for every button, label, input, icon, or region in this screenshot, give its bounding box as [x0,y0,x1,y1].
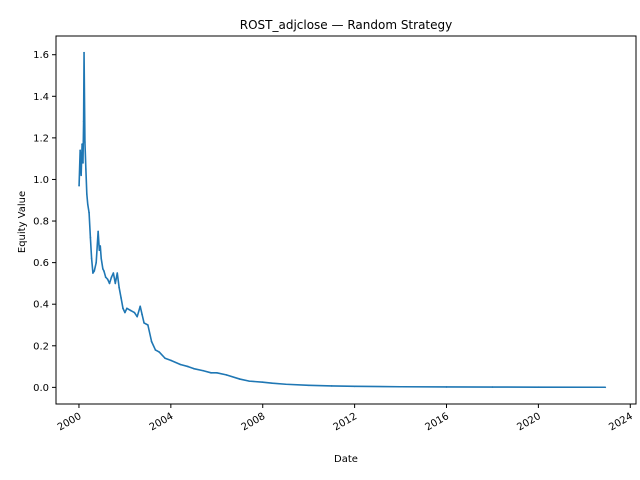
equity-point [170,359,172,362]
equity-point [330,385,333,387]
equity-point [82,120,85,123]
equity-point [202,369,205,372]
y-tick-label: 0.6 [33,258,49,269]
equity-point [133,311,136,314]
equity-point [81,143,83,145]
equity-point [120,297,122,299]
equity-point [604,386,607,389]
equity-point [187,365,189,368]
axes-frame [55,35,637,405]
equity-point [93,270,96,272]
equity-point [141,313,143,316]
equity-point [112,272,115,274]
equity-point [399,385,402,388]
equity-point [86,193,88,195]
equity-point [143,322,145,324]
y-tick-label: 1.6 [33,50,49,61]
equity-point [97,230,99,233]
equity-point [193,367,195,370]
equity-point [179,363,182,366]
equity-point [126,307,128,310]
y-tick-label: 1.4 [33,92,49,103]
equity-point [80,174,82,177]
equity-point [154,349,157,351]
equity-point [122,307,124,310]
x-axis-label: Date [334,454,358,465]
equity-point [129,309,132,312]
equity-point [79,149,81,152]
y-tick-label: 1.2 [33,133,49,144]
equity-point [88,211,90,214]
equity-point [103,270,105,272]
equity-point [124,311,126,314]
equity-point [307,384,310,387]
equity-point [158,351,161,353]
equity-point [271,382,274,385]
equity-point [89,236,92,239]
equity-point [216,372,218,374]
equity-point [102,268,104,270]
equity-point [225,374,228,376]
equity-point [210,372,212,374]
y-tick-label: 1.0 [33,175,49,186]
equity-point [114,282,117,285]
equity-point [136,315,138,318]
y-tick-label: 0.4 [33,300,49,311]
equity-point [90,257,93,260]
equity-point [537,386,540,388]
equity-point [106,278,109,281]
equity-point [99,245,102,247]
equity-point [78,184,80,187]
y-axis-label: Equity Value [17,191,28,253]
equity-point [83,51,85,54]
equity-point [86,203,89,206]
equity-point [248,380,251,382]
equity-point [261,381,264,383]
equity-point [139,305,142,308]
equity-point [82,162,84,164]
equity-point [98,249,101,251]
equity-point [108,282,111,285]
equity-point [116,272,119,274]
equity-point [95,261,97,264]
equity-point [238,378,241,380]
y-tick-label: 0.0 [33,383,49,394]
y-tick-label: 0.8 [33,217,49,228]
equity-point [110,276,113,278]
chart-title: ROST_adjclose — Random Strategy [240,18,452,32]
equity-point [118,286,120,289]
equity-point [147,324,149,326]
y-tick-label: 0.2 [33,341,49,352]
equity-point [104,276,107,278]
equity-point [445,386,448,388]
equity-point [164,357,166,360]
equity-point [92,272,94,274]
equity-point [150,340,153,343]
equity-point [85,168,87,170]
equity-point [100,257,103,260]
equity-point [353,385,356,388]
equity-point [284,383,287,386]
equity-point [491,386,494,388]
equity-point [84,141,86,143]
